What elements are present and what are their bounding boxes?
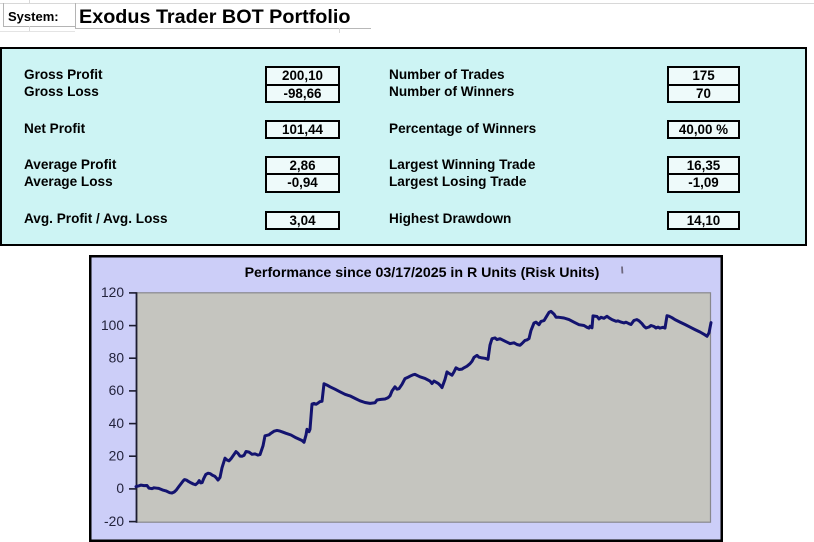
svg-text:-20: -20 bbox=[104, 513, 124, 528]
svg-text:0: 0 bbox=[116, 481, 124, 496]
svg-text:20: 20 bbox=[109, 448, 125, 463]
svg-text:60: 60 bbox=[109, 383, 125, 398]
svg-text:Performance since 03/17/2025 i: Performance since 03/17/2025 in R Units … bbox=[245, 265, 600, 281]
svg-text:100: 100 bbox=[101, 317, 124, 332]
svg-text:40: 40 bbox=[109, 415, 125, 430]
svg-text:120: 120 bbox=[101, 285, 124, 300]
svg-text:80: 80 bbox=[109, 350, 125, 365]
